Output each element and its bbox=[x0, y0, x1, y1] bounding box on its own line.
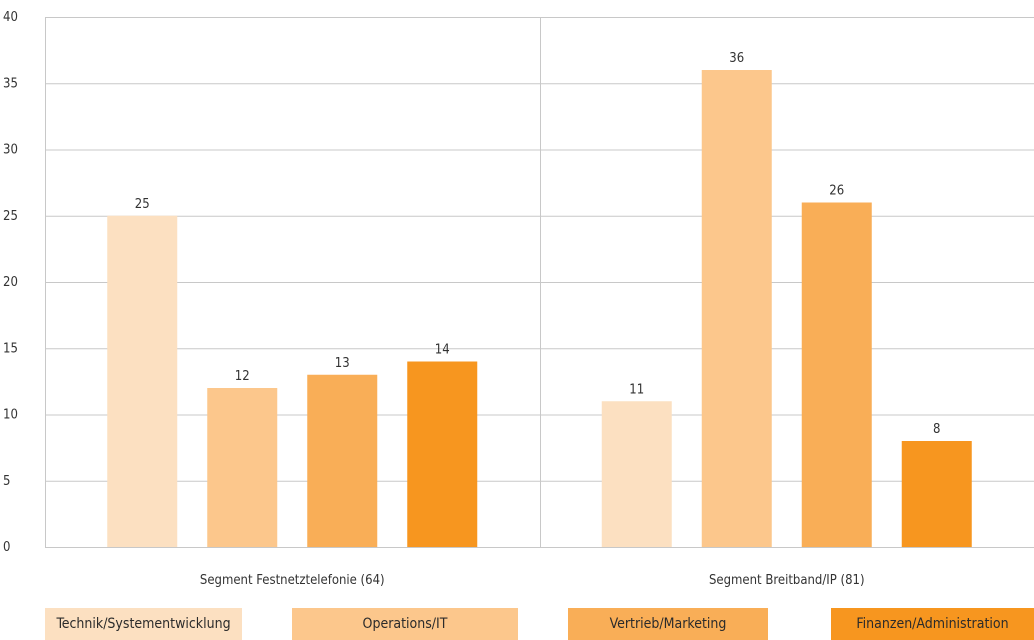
data-label: 25 bbox=[135, 197, 150, 212]
data-label: 13 bbox=[335, 356, 350, 371]
bar bbox=[901, 441, 972, 547]
grid-lines bbox=[45, 17, 1034, 548]
data-label: 26 bbox=[829, 184, 844, 199]
data-labels: 25 12 13 14 11 36 26 8 bbox=[135, 51, 941, 437]
bar bbox=[601, 401, 672, 547]
y-tick-label: 5 bbox=[3, 474, 10, 489]
y-tick-label: 25 bbox=[3, 209, 18, 224]
y-tick-label: 20 bbox=[3, 275, 18, 290]
category-label: Segment Breitband/IP (81) bbox=[709, 573, 865, 588]
y-tick-label: 15 bbox=[3, 341, 18, 356]
bar bbox=[207, 388, 278, 547]
bar bbox=[307, 374, 378, 547]
data-label: 12 bbox=[235, 369, 250, 384]
data-label: 11 bbox=[629, 382, 644, 397]
bar bbox=[407, 361, 478, 547]
y-axis-ticks: 0 5 10 15 20 25 30 35 40 bbox=[3, 10, 18, 555]
category-labels: Segment Festnetztelefonie (64) Segment Br… bbox=[200, 573, 865, 588]
y-tick-label: 30 bbox=[3, 143, 18, 158]
legend-item: Technik/Systementwicklung bbox=[45, 608, 242, 640]
y-tick-label: 0 bbox=[3, 540, 10, 555]
legend-item: Vertrieb/Marketing bbox=[568, 608, 768, 640]
legend-item: Finanzen/Administration bbox=[831, 608, 1034, 640]
data-label: 36 bbox=[729, 51, 744, 66]
bar bbox=[801, 202, 872, 547]
bars bbox=[107, 70, 972, 547]
data-label: 14 bbox=[435, 343, 450, 358]
y-tick-label: 40 bbox=[3, 10, 18, 25]
y-tick-label: 10 bbox=[3, 408, 18, 423]
legend-item: Operations/IT bbox=[292, 608, 518, 640]
category-label: Segment Festnetztelefonie (64) bbox=[200, 573, 385, 588]
y-tick-label: 35 bbox=[3, 76, 18, 91]
bar-chart: 0 5 10 15 20 25 30 35 40 25 12 13 14 11 36 26 8 Segment… bbox=[3, 10, 1034, 588]
data-label: 8 bbox=[933, 422, 940, 437]
bar bbox=[107, 215, 178, 547]
bar bbox=[701, 70, 772, 547]
